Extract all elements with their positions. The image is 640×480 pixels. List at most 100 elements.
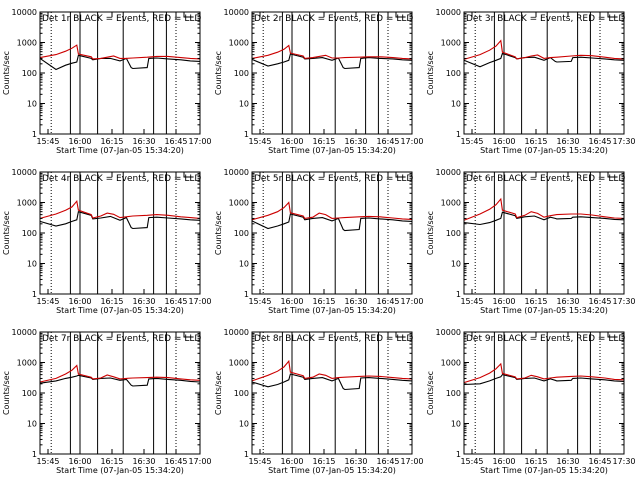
- panel-4: 1 10 100 1000 10000 15:45 16:00 16:15 16:30 16:45…: [2, 168, 212, 315]
- x-tick-label: 16:45: [588, 457, 611, 466]
- x-axis-label: Start Time (07-Jan-05 15:34:20): [268, 146, 396, 155]
- flag-mark: [395, 12, 406, 18]
- y-tick-label: 1: [244, 130, 249, 139]
- x-tick-label: 16:00: [492, 457, 515, 466]
- panel-title: Det 6r BLACK = Events, RED = LLD: [466, 174, 625, 184]
- series-lld-line: [39, 364, 201, 383]
- x-axis-label: Start Time (07-Jan-05 15:34:20): [480, 466, 608, 475]
- panel-1: 1 10 100 1000 10000 15:45 16:00 16:15 16:30 16:45…: [2, 8, 212, 155]
- x-tick-label: 15:45: [460, 137, 483, 146]
- panel-5: 1 10 100 1000 10000 15:45 16:00 16:15 16:30 16:45…: [214, 168, 424, 315]
- x-tick-label: 15:45: [460, 297, 483, 306]
- y-tick-label: 10000: [12, 168, 37, 177]
- x-tick-label: 16:00: [68, 137, 91, 146]
- x-tick-label: 16:00: [68, 297, 91, 306]
- series-lld-line: [251, 201, 413, 221]
- x-tick-label: 16:45: [376, 297, 399, 306]
- series-lld-line: [39, 199, 201, 219]
- y-tick-label: 10: [239, 100, 249, 109]
- x-tick-label: 16:00: [492, 137, 515, 146]
- x-tick-label: 15:45: [460, 457, 483, 466]
- y-tick-label: 10: [27, 260, 37, 269]
- x-tick-label: 16:30: [556, 137, 579, 146]
- x-tick-label: 16:45: [164, 457, 187, 466]
- y-tick-label: 100: [22, 389, 37, 398]
- x-tick-label: 16:45: [164, 297, 187, 306]
- x-tick-label: 16:15: [312, 297, 335, 306]
- panel-6: 1 10 100 1000 10000 15:45 16:00 16:15 16:30 16:45…: [426, 168, 636, 315]
- x-tick-label: 17:00: [400, 297, 423, 306]
- x-tick-label: 16:30: [556, 457, 579, 466]
- x-tick-label: 16:00: [68, 457, 91, 466]
- y-tick-label: 100: [22, 69, 37, 78]
- x-axis-label: Start Time (07-Jan-05 15:34:20): [480, 146, 608, 155]
- x-tick-label: 16:00: [492, 297, 515, 306]
- panel-title: Det 4r BLACK = Events, RED = LLD: [42, 174, 201, 184]
- y-tick-label: 1000: [229, 359, 249, 368]
- x-tick-label: 16:30: [132, 457, 155, 466]
- series-events-line: [463, 211, 625, 226]
- y-tick-label: 10: [239, 420, 249, 429]
- x-tick-label: 17:00: [400, 457, 423, 466]
- y-axis-label: Counts/sec: [2, 211, 11, 255]
- y-tick-label: 10000: [436, 8, 461, 17]
- y-tick-label: 100: [234, 69, 249, 78]
- y-tick-label: 1: [456, 290, 461, 299]
- x-tick-label: 17:30: [612, 457, 635, 466]
- flag-mark: [183, 172, 194, 178]
- y-tick-label: 1: [456, 130, 461, 139]
- x-tick-label: 16:45: [164, 137, 187, 146]
- y-tick-label: 10: [27, 100, 37, 109]
- y-axis-label: Counts/sec: [214, 211, 223, 255]
- y-tick-label: 10000: [224, 328, 249, 337]
- series-events-line: [463, 52, 625, 68]
- y-tick-label: 1: [456, 450, 461, 459]
- x-tick-label: 16:45: [588, 297, 611, 306]
- panel-title: Det 9r BLACK = Events, RED = LLD: [466, 334, 625, 344]
- flag-mark: [395, 172, 406, 178]
- x-tick-label: 16:45: [376, 137, 399, 146]
- x-axis-label: Start Time (07-Jan-05 15:34:20): [480, 306, 608, 315]
- x-axis-label: Start Time (07-Jan-05 15:34:20): [56, 146, 184, 155]
- flag-mark: [183, 12, 194, 18]
- x-tick-label: 16:15: [100, 137, 123, 146]
- panel-3: 1 10 100 1000 10000 15:45 16:00 16:15 16:30 16:45…: [426, 8, 636, 155]
- x-tick-label: 15:45: [36, 297, 59, 306]
- y-tick-label: 1000: [441, 359, 461, 368]
- x-tick-label: 16:45: [588, 137, 611, 146]
- y-tick-label: 1: [32, 130, 37, 139]
- y-tick-label: 10000: [12, 8, 37, 17]
- panel-8: 1 10 100 1000 10000 15:45 16:00 16:15 16:30 16:45…: [214, 328, 424, 475]
- y-tick-label: 1000: [17, 199, 37, 208]
- series-lld-line: [39, 44, 201, 60]
- x-tick-label: 16:15: [312, 137, 335, 146]
- x-tick-label: 17:00: [188, 457, 211, 466]
- x-axis-label: Start Time (07-Jan-05 15:34:20): [56, 306, 184, 315]
- flag-mark: [183, 332, 194, 338]
- series-lld-line: [463, 362, 625, 384]
- x-tick-label: 17:30: [612, 297, 635, 306]
- series-lld-line: [251, 359, 413, 382]
- x-tick-label: 16:00: [280, 297, 303, 306]
- panel-9: 1 10 100 1000 10000 15:45 16:00 16:15 16:30 16:45…: [426, 328, 636, 475]
- y-tick-label: 1000: [441, 199, 461, 208]
- series-events-line: [39, 211, 201, 230]
- y-tick-label: 1: [32, 450, 37, 459]
- series-events-line: [39, 374, 201, 387]
- flag-mark: [607, 12, 618, 18]
- y-tick-label: 10: [451, 420, 461, 429]
- x-tick-label: 15:45: [248, 457, 271, 466]
- series-events-line: [463, 373, 625, 386]
- x-tick-label: 16:30: [132, 137, 155, 146]
- y-axis-label: Counts/sec: [426, 371, 435, 415]
- y-axis-label: Counts/sec: [2, 51, 11, 95]
- y-axis-label: Counts/sec: [426, 211, 435, 255]
- y-tick-label: 100: [446, 69, 461, 78]
- x-tick-label: 16:30: [344, 137, 367, 146]
- x-tick-label: 17:00: [188, 297, 211, 306]
- y-tick-label: 100: [234, 389, 249, 398]
- x-tick-label: 16:15: [524, 297, 547, 306]
- y-tick-label: 10000: [224, 8, 249, 17]
- y-tick-label: 10000: [436, 168, 461, 177]
